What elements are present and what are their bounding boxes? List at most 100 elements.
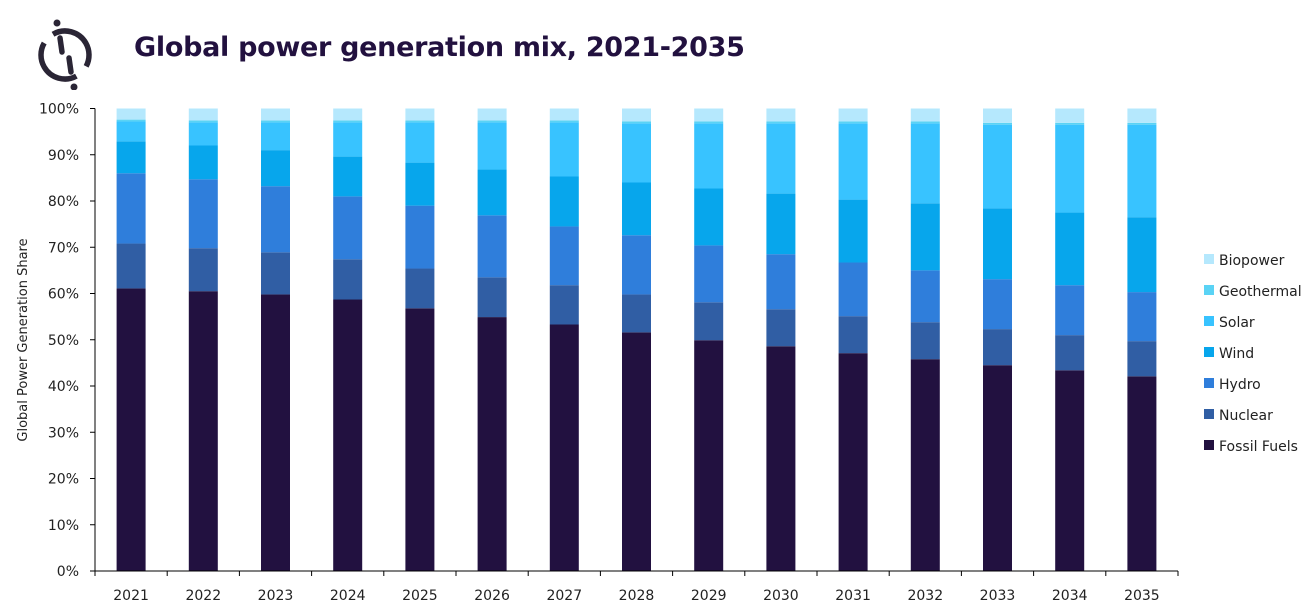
bar-segment-biopower-2027: [549, 108, 579, 121]
bar-segment-solar-2030: [766, 123, 796, 194]
bar-segment-fossil-fuels-2025: [405, 308, 435, 571]
legend-item-fossil-fuels: Fossil Fuels: [1204, 439, 1298, 455]
legend-item-hydro: Hydro: [1204, 377, 1261, 393]
bar-segment-nuclear-2021: [116, 243, 146, 289]
x-tick-label: 2023: [258, 588, 294, 604]
legend-label: Hydro: [1219, 377, 1261, 393]
x-tick-label: 2026: [474, 588, 510, 604]
bar-segment-biopower-2022: [188, 108, 218, 121]
bar-segment-wind-2031: [838, 199, 868, 263]
legend-swatch: [1204, 316, 1214, 326]
bar-segment-geothermal-2033: [983, 122, 1012, 125]
bar-segment-geothermal-2028: [622, 121, 651, 124]
brand-logo-icon: [38, 19, 92, 90]
bar-segment-nuclear-2032: [910, 322, 940, 360]
bar-segment-geothermal-2029: [694, 121, 724, 124]
bar-segment-solar-2035: [1127, 124, 1157, 218]
bar-segment-nuclear-2026: [477, 277, 507, 318]
bar-segment-solar-2032: [910, 123, 940, 204]
bar-segment-solar-2026: [477, 122, 507, 170]
x-tick-label: 2033: [980, 588, 1016, 604]
bar-segment-hydro-2026: [477, 215, 507, 278]
legend-label: Fossil Fuels: [1219, 439, 1298, 455]
bar-segment-wind-2032: [910, 203, 940, 271]
bar-segment-nuclear-2031: [838, 316, 868, 354]
bar-segment-wind-2024: [333, 156, 363, 197]
x-tick-label: 2027: [546, 588, 582, 604]
legend: Biopower Geothermal Solar Wind Hydro Nuclear F…: [1204, 253, 1302, 455]
bar-segment-hydro-2027: [549, 226, 579, 286]
legend-swatch: [1204, 254, 1214, 264]
bar-segment-wind-2021: [116, 141, 146, 174]
bar-segment-geothermal-2034: [1055, 122, 1085, 125]
legend-item-nuclear: Nuclear: [1204, 408, 1273, 424]
bar-segment-geothermal-2035: [1127, 122, 1157, 125]
bar-segment-geothermal-2030: [766, 121, 796, 124]
bar-segment-solar-2034: [1055, 124, 1085, 213]
y-tick-label: 60%: [48, 287, 79, 303]
bar-segment-wind-2034: [1055, 212, 1085, 286]
bar-segment-solar-2028: [622, 123, 651, 183]
bar-segment-geothermal-2026: [477, 120, 507, 123]
legend-swatch: [1204, 409, 1214, 419]
bar-segment-wind-2025: [405, 162, 435, 206]
legend-swatch: [1204, 440, 1214, 450]
bar-segment-geothermal-2027: [549, 120, 579, 123]
bar-segment-wind-2028: [622, 182, 651, 236]
bar-segment-fossil-fuels-2027: [549, 324, 579, 571]
bar-segment-wind-2023: [261, 150, 290, 187]
bar-segment-nuclear-2024: [333, 259, 363, 300]
bar-segment-nuclear-2022: [188, 248, 218, 292]
bar-segment-nuclear-2035: [1127, 341, 1157, 377]
bar-segment-hydro-2029: [694, 245, 724, 303]
y-tick-label: 40%: [48, 379, 79, 395]
x-tick-label: 2021: [113, 588, 149, 604]
bar-segment-geothermal-2032: [910, 121, 940, 124]
bar-segment-biopower-2024: [333, 108, 363, 121]
bar-segment-fossil-fuels-2029: [694, 340, 724, 571]
legend-swatch: [1204, 378, 1214, 388]
bar-segment-nuclear-2029: [694, 302, 724, 341]
bar-segment-biopower-2032: [910, 108, 940, 122]
bar-segment-geothermal-2031: [838, 121, 868, 124]
bar-segment-hydro-2030: [766, 254, 796, 310]
legend-label: Nuclear: [1219, 408, 1273, 424]
y-tick-label: 100%: [39, 102, 79, 118]
y-tick-label: 80%: [48, 194, 79, 210]
bar-segment-wind-2022: [188, 145, 218, 180]
bar-segment-solar-2029: [694, 123, 724, 189]
x-tick-label: 2029: [691, 588, 727, 604]
bar-segment-wind-2026: [477, 169, 507, 216]
bar-segment-fossil-fuels-2032: [910, 359, 940, 571]
bar-segment-wind-2030: [766, 193, 796, 255]
y-tick-label: 70%: [48, 240, 79, 256]
bar-segment-fossil-fuels-2031: [838, 353, 868, 571]
bar-segment-hydro-2031: [838, 262, 868, 317]
bar-segment-hydro-2023: [261, 186, 290, 253]
y-tick-label: 20%: [48, 472, 79, 488]
legend-swatch: [1204, 347, 1214, 357]
y-tick-label: 50%: [48, 333, 79, 349]
bar-segment-fossil-fuels-2033: [983, 365, 1012, 571]
bar-segment-solar-2033: [983, 124, 1012, 209]
bar-segment-nuclear-2027: [549, 285, 579, 325]
chart-title: Global power generation mix, 2021-2035: [134, 32, 745, 63]
bar-segment-geothermal-2025: [405, 120, 435, 123]
bar-segment-biopower-2021: [116, 108, 146, 120]
bar-segment-hydro-2035: [1127, 292, 1157, 342]
y-axis-title: Global Power Generation Share: [16, 238, 31, 441]
bar-segment-fossil-fuels-2028: [622, 332, 651, 571]
bar-segment-wind-2027: [549, 176, 579, 227]
bar-segment-wind-2029: [694, 188, 724, 246]
bar-segment-nuclear-2025: [405, 268, 435, 309]
bar-segment-solar-2023: [261, 122, 290, 151]
bar-segment-hydro-2024: [333, 196, 363, 260]
bar-segment-solar-2027: [549, 122, 579, 177]
bar-segment-geothermal-2021: [116, 119, 146, 122]
bar-segment-biopower-2028: [622, 108, 651, 122]
x-tick-label: 2028: [619, 588, 655, 604]
axes-layer: 0% 10% 20% 30% 40% 50% 60% 70% 80% 90% 100% 2021 202…: [39, 102, 1179, 604]
bar-segment-fossil-fuels-2030: [766, 346, 796, 571]
bar-segment-biopower-2029: [694, 108, 724, 122]
bar-segment-nuclear-2034: [1055, 335, 1085, 371]
